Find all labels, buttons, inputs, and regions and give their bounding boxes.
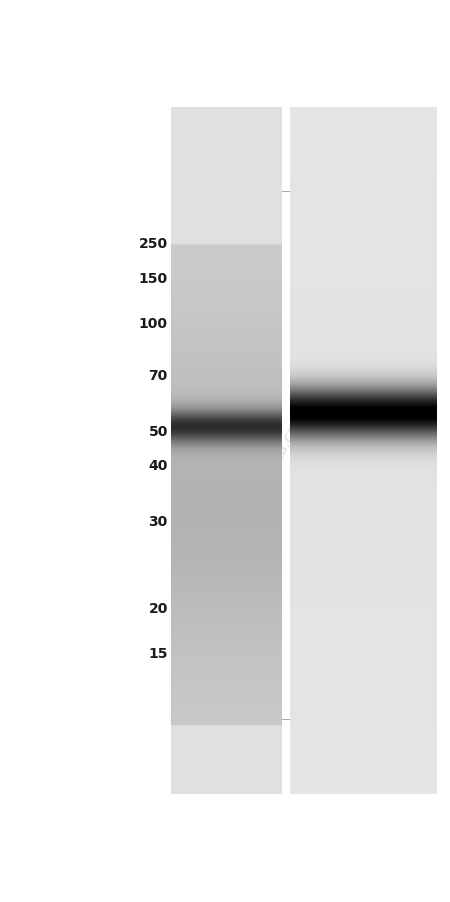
Text: kDa→: kDa→: [172, 237, 212, 250]
Text: kDa→: kDa→: [172, 272, 212, 285]
Text: 40: 40: [148, 459, 168, 473]
Text: kDa→: kDa→: [172, 459, 212, 473]
Text: 150: 150: [139, 272, 168, 285]
Text: 100: 100: [139, 317, 168, 330]
Text: kDa→: kDa→: [172, 602, 212, 615]
Text: HeLa: HeLa: [207, 147, 256, 189]
Text: WWW.PTGLAB.COM: WWW.PTGLAB.COM: [236, 410, 309, 529]
Text: 50: 50: [148, 424, 168, 438]
Text: kDa→: kDa→: [172, 515, 212, 528]
Text: kDa→: kDa→: [172, 647, 212, 660]
Text: kDa→: kDa→: [172, 318, 212, 330]
Text: 250: 250: [139, 236, 168, 251]
Text: 30: 30: [148, 514, 168, 529]
Text: rat heart: rat heart: [300, 128, 376, 189]
Text: kDa→: kDa→: [172, 369, 212, 382]
Text: 15: 15: [148, 647, 168, 660]
Text: 20: 20: [148, 602, 168, 615]
Text: kDa→: kDa→: [172, 425, 212, 437]
Bar: [189, 191, 395, 720]
Text: 70: 70: [148, 369, 168, 382]
